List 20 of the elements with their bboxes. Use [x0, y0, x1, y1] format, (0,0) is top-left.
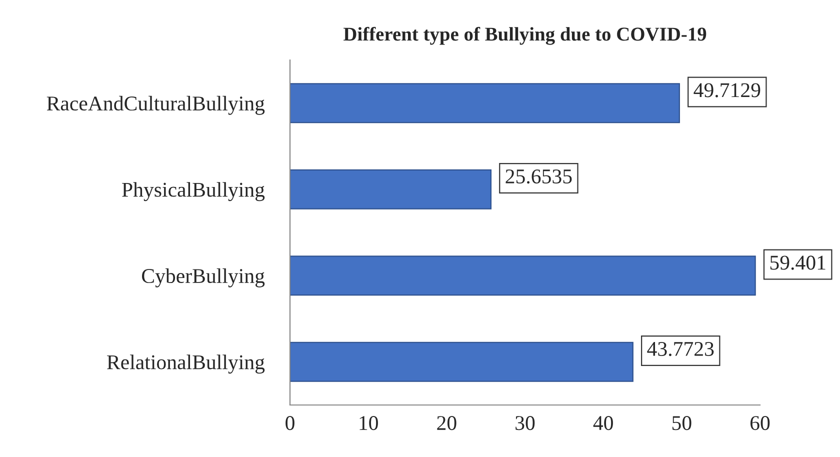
- y-tick-label: RaceAndCulturalBullying: [46, 96, 265, 115]
- data-label: 59.401: [770, 256, 826, 270]
- bar: [290, 83, 680, 124]
- x-tick-label: 30: [516, 416, 535, 430]
- data-label: 43.7723: [647, 342, 714, 356]
- x-tick-label: 10: [360, 416, 378, 430]
- x-tick-label: 60: [750, 416, 770, 430]
- data-label: 49.7129: [694, 83, 760, 98]
- bar: [290, 169, 492, 210]
- x-tick-label: 0: [286, 416, 294, 430]
- x-tick-label: 20: [437, 416, 456, 430]
- y-tick-label: RelationalBullying: [107, 354, 265, 374]
- x-tick-label: 50: [672, 416, 692, 430]
- bar: [290, 342, 634, 382]
- chart-title: Different type of Bullying due to COVID-19: [344, 26, 706, 45]
- bar: [290, 256, 756, 296]
- x-tick-label: 40: [593, 416, 613, 430]
- data-label: 25.6535: [506, 169, 572, 184]
- y-tick-label: PhysicalBullying: [122, 182, 265, 202]
- y-tick-label: CyberBullying: [142, 268, 265, 288]
